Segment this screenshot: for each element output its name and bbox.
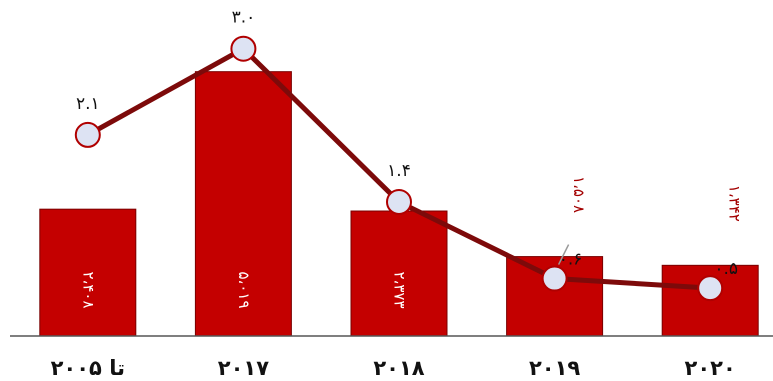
point-value-label-4: ۰.۵ <box>714 259 738 279</box>
line-marker-3 <box>541 265 568 292</box>
leader-line-3 <box>557 244 570 265</box>
bar-0 <box>39 208 137 337</box>
category-label-1: ۲۰۱۷ <box>218 356 269 380</box>
category-labels-group: تا ۲۰۰۵ ۲۰۱۷ ۲۰۱۸ ۲۰۱۹ ۲۰۲۰ <box>51 356 736 380</box>
point-labels-group: ۲.۱ ۳.۰ ۱.۴ ۰.۶ ۰.۵ <box>76 8 738 279</box>
point-value-label-0: ۲.۱ <box>76 94 100 114</box>
category-label-4: ۲۰۲۰ <box>685 356 736 380</box>
leader-lines-group <box>557 244 570 265</box>
line-marker-4 <box>697 275 724 302</box>
point-value-label-2: ۱.۴ <box>387 161 411 181</box>
bar-value-label-4: ۱،۳۴۲ <box>726 185 744 222</box>
markers-group <box>74 35 724 302</box>
bar-value-label-0: ۲،۴۰۸ <box>79 271 97 308</box>
line-marker-2 <box>386 188 412 215</box>
category-label-2: ۲۰۱۸ <box>373 356 424 380</box>
line-marker-1 <box>230 35 257 62</box>
bar-1 <box>194 71 292 337</box>
point-value-label-1: ۳.۰ <box>232 8 256 28</box>
bar-value-label-1: ۵،۰۱۹ <box>235 271 253 308</box>
bar-labels-group: ۲،۴۰۸ ۵،۰۱۹ ۲،۳۷۳ ۱،۵۰۸ ۱،۳۴۲ <box>79 176 743 308</box>
bar-value-label-3: ۱،۵۰۸ <box>570 176 588 213</box>
category-label-3: ۲۰۱۹ <box>529 356 580 380</box>
category-label-0: تا ۲۰۰۵ <box>51 356 125 380</box>
bar-value-label-2: ۲،۳۷۳ <box>391 271 409 308</box>
point-value-label-3: ۰.۶ <box>559 250 583 270</box>
line-marker-0 <box>74 121 101 148</box>
